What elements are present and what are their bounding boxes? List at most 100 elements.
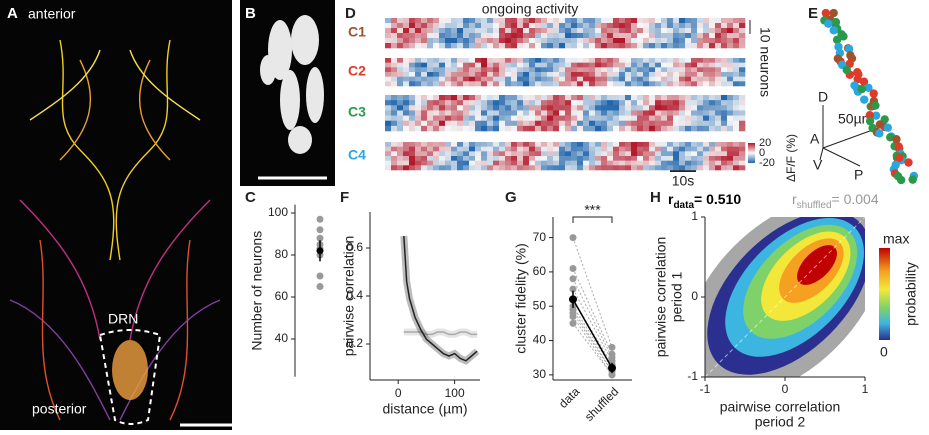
heatmap-cell xyxy=(547,81,554,87)
heatmap-cell xyxy=(445,146,452,152)
heatmap-cell xyxy=(553,160,560,166)
heatmap-cell xyxy=(619,156,626,161)
heatmap-cell xyxy=(475,120,482,127)
heatmap-cell xyxy=(661,100,668,106)
heatmap-cell xyxy=(715,156,722,161)
heatmap-cell xyxy=(601,81,608,87)
heatmap-cell xyxy=(487,28,494,34)
heatmap-cell xyxy=(469,81,476,87)
heatmap-cell xyxy=(619,160,626,166)
heatmap-cell xyxy=(655,120,662,127)
heatmap-cell xyxy=(709,105,716,111)
heatmap-cell xyxy=(625,142,632,147)
heatmap-cell xyxy=(463,160,470,166)
heatmap-cell xyxy=(571,72,578,77)
heatmap-cell xyxy=(607,160,614,166)
heatmap-cell xyxy=(433,156,440,161)
heatmap-cell xyxy=(643,23,650,29)
heatmap-cell xyxy=(397,110,404,116)
heatmap-cell xyxy=(571,38,578,44)
heatmap-cell xyxy=(649,151,656,157)
heatmap-cell xyxy=(451,62,458,68)
heatmap-cell xyxy=(685,33,692,39)
heatmap-cell xyxy=(643,115,650,122)
heatmap-cell xyxy=(643,18,650,24)
heatmap-cell xyxy=(739,67,746,73)
heatmap-cell xyxy=(571,100,578,106)
heatmap-cell xyxy=(571,76,578,82)
heatmap-cell xyxy=(601,58,608,63)
heatmap-cell xyxy=(577,120,584,127)
heatmap-cell xyxy=(511,95,518,101)
heatmap-cell xyxy=(421,81,428,87)
heatmap-cell xyxy=(517,43,524,49)
heatmap-cell xyxy=(631,100,638,106)
heatmap-cell xyxy=(655,100,662,106)
heatmap-cell xyxy=(499,43,506,49)
heatmap-cell xyxy=(709,43,716,49)
heatmap-cell xyxy=(385,72,392,77)
heatmap-cell xyxy=(679,23,686,29)
heatmap-cell xyxy=(487,151,494,157)
heatmap-cell xyxy=(499,58,506,63)
heatmap-cell xyxy=(547,115,554,122)
heatmap-cell xyxy=(733,100,740,106)
heatmap-cell xyxy=(445,160,452,166)
heatmap-cell xyxy=(655,72,662,77)
heatmap-cell xyxy=(613,23,620,29)
panel-label: A xyxy=(7,5,18,22)
heatmap-cell xyxy=(547,156,554,161)
heatmap-cell xyxy=(739,115,746,122)
heatmap-cell xyxy=(547,62,554,68)
heatmap-cell xyxy=(601,165,608,171)
heatmap-cell xyxy=(601,72,608,77)
x-tick-label: 1 xyxy=(862,382,869,396)
heatmap-cell xyxy=(481,142,488,147)
heatmap-cell xyxy=(583,95,590,101)
heatmap-cell xyxy=(469,115,476,122)
heatmap-cell xyxy=(697,72,704,77)
heatmap-cell xyxy=(583,125,590,132)
heatmap-cell xyxy=(571,81,578,87)
heatmap-cell xyxy=(523,115,530,122)
heatmap-cell xyxy=(655,81,662,87)
neuron-dot xyxy=(891,160,900,170)
heatmap-cell xyxy=(529,95,536,101)
heatmap-cell xyxy=(385,62,392,68)
heatmap-cell xyxy=(475,125,482,132)
heatmap-cell xyxy=(577,23,584,29)
heatmap-cell xyxy=(427,105,434,111)
heatmap-cell xyxy=(421,38,428,44)
heatmap-cell xyxy=(493,33,500,39)
heatmap-cell xyxy=(667,151,674,157)
heatmap-cell xyxy=(673,160,680,166)
heatmap-cell xyxy=(649,156,656,161)
colorbar-max: max xyxy=(883,231,909,247)
y-tick-label: 50 xyxy=(533,298,547,312)
heatmap-cell xyxy=(631,125,638,132)
heatmap-cell xyxy=(475,146,482,152)
heatmap-cell xyxy=(685,151,692,157)
heatmap-cell xyxy=(619,62,626,68)
heatmap-cell xyxy=(469,38,476,44)
heatmap-cell xyxy=(577,115,584,122)
heatmap-cell xyxy=(661,23,668,29)
heatmap-cell xyxy=(607,58,614,63)
heatmap-cell xyxy=(511,81,518,87)
heatmap-cell xyxy=(553,125,560,132)
heatmap-cell xyxy=(433,105,440,111)
heatmap-cell xyxy=(505,151,512,157)
heatmap-cell xyxy=(679,115,686,122)
y-tick-label: -1 xyxy=(687,369,698,383)
heatmap-cell xyxy=(565,165,572,171)
heatmap-cell xyxy=(529,38,536,44)
heatmap-cell xyxy=(523,146,530,152)
heatmap-cell xyxy=(625,28,632,34)
heatmap-cell xyxy=(409,72,416,77)
heatmap-cell xyxy=(613,18,620,24)
heatmap-cell xyxy=(415,105,422,111)
heatmap-cell xyxy=(655,18,662,24)
heatmap-cell xyxy=(607,28,614,34)
heatmap-cell xyxy=(391,115,398,122)
heatmap-cell xyxy=(445,151,452,157)
